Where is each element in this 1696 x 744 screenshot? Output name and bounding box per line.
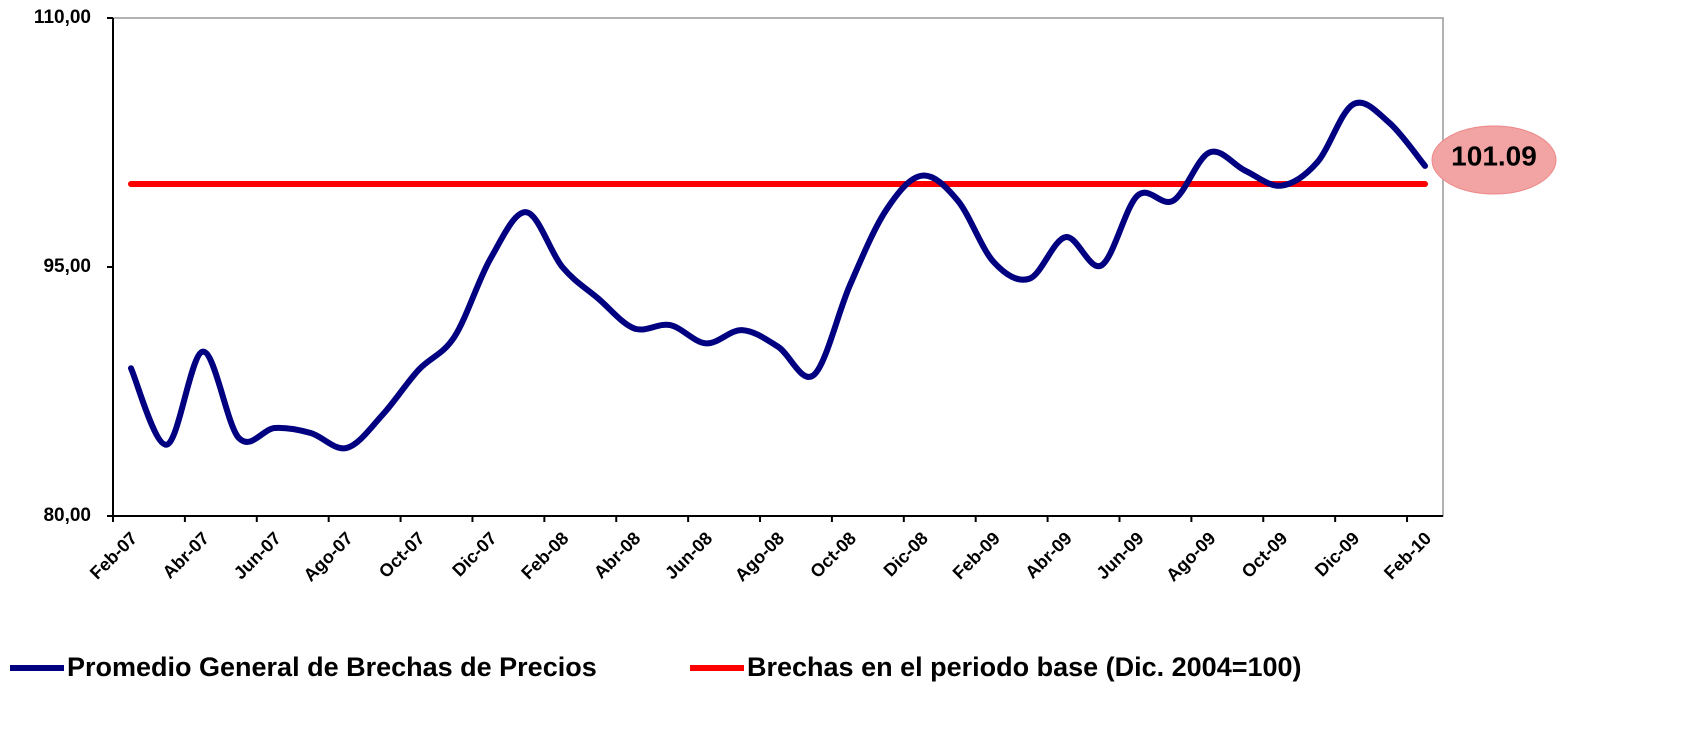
x-tick-label: Abr-08 bbox=[590, 528, 644, 582]
x-tick-label: Abr-09 bbox=[1021, 528, 1075, 582]
x-tick-label: Jun-08 bbox=[661, 528, 716, 583]
x-tick-label: Dic-09 bbox=[1311, 528, 1363, 580]
x-tick-label: Ago-07 bbox=[300, 528, 357, 585]
legend-label: Promedio General de Brechas de Precios bbox=[67, 652, 597, 682]
x-tick-label: Dic-08 bbox=[880, 528, 932, 580]
annotation: 101.09 bbox=[1451, 140, 1537, 171]
x-tick-label: Feb-10 bbox=[1380, 528, 1435, 583]
x-tick-label: Jun-07 bbox=[230, 528, 285, 583]
legend-label: Brechas en el periodo base (Dic. 2004=10… bbox=[747, 652, 1302, 682]
plot-frame bbox=[112, 17, 1444, 517]
y-tick-label: 95,00 bbox=[43, 256, 91, 277]
y-tick-label: 80,00 bbox=[43, 505, 91, 526]
x-tick-label: Jun-09 bbox=[1092, 528, 1147, 583]
x-tick-label: Ago-09 bbox=[1162, 528, 1219, 585]
x-tick-label: Oct-09 bbox=[1238, 528, 1292, 582]
x-tick-label: Ago-08 bbox=[731, 528, 788, 585]
y-tick-label: 110,00 bbox=[34, 7, 91, 28]
annotation-bubble bbox=[1431, 125, 1557, 195]
x-tick-label: Feb-08 bbox=[517, 528, 572, 583]
x-tick-label: Feb-09 bbox=[949, 528, 1004, 583]
series-line bbox=[127, 99, 1429, 452]
x-tick-label: Oct-08 bbox=[806, 528, 860, 582]
x-tick-label: Feb-07 bbox=[86, 528, 141, 583]
x-tick-label: Oct-07 bbox=[375, 528, 429, 582]
x-tick-label: Dic-07 bbox=[448, 528, 500, 580]
x-tick-label: Abr-07 bbox=[159, 528, 213, 582]
